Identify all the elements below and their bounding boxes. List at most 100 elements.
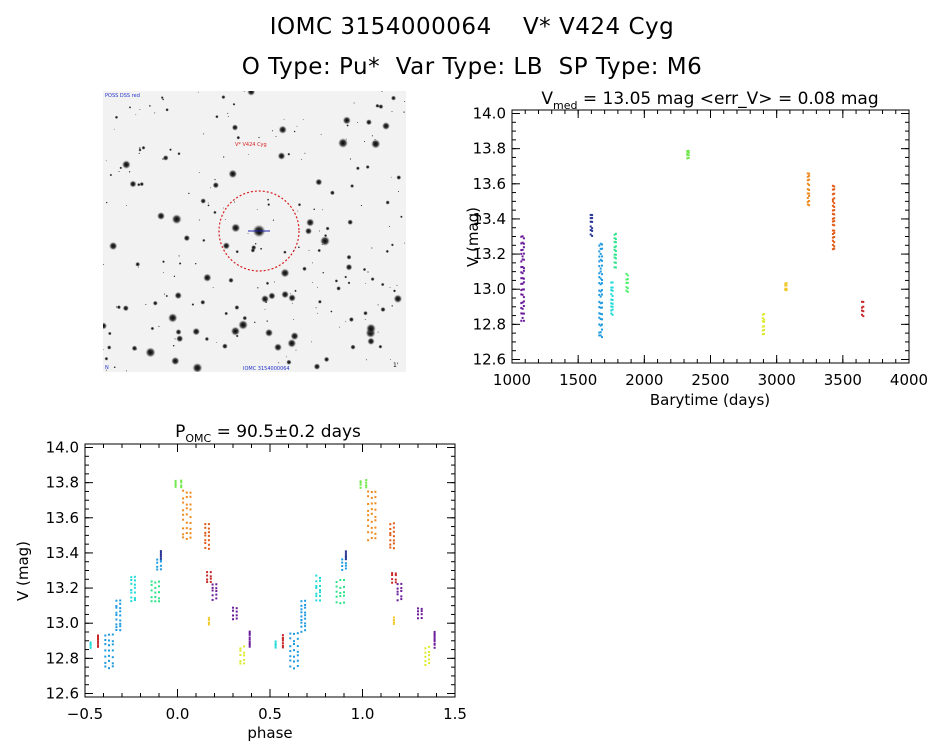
data-point	[159, 553, 162, 556]
data-point	[601, 255, 603, 258]
sky-star	[397, 190, 400, 193]
data-point	[522, 281, 525, 284]
data-point	[686, 150, 689, 152]
sky-star	[371, 247, 373, 249]
data-point	[174, 481, 177, 484]
data-point	[189, 516, 192, 519]
sky-bright-star	[320, 236, 330, 246]
data-point	[274, 646, 277, 649]
data-point	[784, 288, 787, 291]
data-point	[159, 551, 162, 554]
data-point	[601, 264, 603, 267]
data-point	[614, 253, 617, 256]
sky-star	[353, 102, 355, 104]
sky-star	[122, 305, 129, 312]
series-t1760	[610, 281, 614, 316]
sky-star	[362, 267, 367, 272]
sky-star	[222, 156, 225, 158]
data-point	[174, 485, 177, 488]
data-point	[207, 623, 210, 626]
data-point	[601, 301, 603, 304]
data-point	[89, 643, 92, 645]
data-point	[598, 282, 601, 285]
data-point	[831, 193, 834, 196]
sky-star	[313, 363, 321, 370]
data-point	[610, 312, 613, 315]
data-point	[520, 307, 523, 309]
data-point	[304, 611, 307, 614]
phase-curve-points	[89, 479, 436, 670]
data-point	[97, 638, 99, 641]
data-point	[520, 293, 523, 296]
data-point	[367, 514, 370, 517]
data-point	[235, 610, 238, 613]
data-point	[611, 298, 614, 301]
data-point	[862, 315, 865, 318]
sky-star	[212, 286, 214, 288]
data-point	[104, 655, 107, 658]
data-point	[599, 290, 602, 293]
data-point	[761, 329, 764, 332]
data-point	[304, 606, 307, 609]
data-point	[761, 313, 764, 316]
data-point	[315, 592, 318, 595]
data-point	[304, 622, 307, 625]
sky-star	[329, 190, 335, 196]
data-point	[392, 539, 395, 542]
sky-star	[176, 335, 184, 343]
sky-star	[339, 326, 341, 328]
data-point	[522, 288, 525, 291]
data-point	[598, 316, 601, 319]
data-point	[115, 606, 118, 609]
sky-star	[266, 320, 269, 323]
data-point	[522, 269, 525, 272]
data-point	[598, 331, 601, 334]
light-curve-xlabel: Barytime (days)	[650, 391, 770, 409]
sky-star	[320, 133, 322, 136]
data-point	[806, 188, 809, 191]
data-point	[601, 313, 603, 316]
sky-star	[187, 192, 190, 195]
data-point	[300, 619, 303, 621]
sky-star	[288, 294, 296, 302]
data-point	[831, 198, 834, 201]
data-point	[300, 611, 303, 614]
sky-star	[172, 344, 175, 347]
data-point	[610, 309, 613, 312]
phase-curve-ticks: −0.5 0.0 0.5 1.0 1.5 12.6 12.8 13.0 13.2 13.4 13.6…	[46, 439, 467, 723]
data-point	[111, 633, 114, 636]
sky-star	[346, 254, 352, 260]
sky-star	[380, 282, 385, 287]
sky-star	[103, 348, 104, 351]
data-point	[614, 257, 617, 260]
data-point	[521, 307, 524, 310]
sky-star	[215, 341, 217, 343]
sky-star	[138, 148, 142, 152]
data-point	[591, 234, 594, 237]
data-point	[97, 644, 99, 647]
sky-star	[109, 241, 118, 251]
data-point	[209, 575, 212, 578]
data-point	[601, 273, 603, 276]
data-point	[520, 249, 523, 252]
data-point	[156, 558, 159, 561]
data-point	[289, 645, 292, 648]
data-point	[159, 558, 162, 561]
data-point	[521, 316, 524, 319]
data-point	[806, 172, 809, 175]
sky-star	[191, 303, 195, 306]
sky-star	[167, 313, 178, 323]
data-point	[520, 242, 523, 245]
data-point	[154, 581, 157, 584]
data-point	[400, 590, 403, 592]
series-p1.31	[417, 607, 423, 620]
data-point	[392, 547, 395, 550]
data-point	[344, 567, 347, 570]
data-point	[243, 651, 246, 654]
data-point	[204, 534, 207, 537]
sky-star	[162, 158, 164, 160]
sky-star	[174, 291, 182, 300]
sky-star	[231, 223, 241, 233]
light-curve-ylabel: V (mag)	[464, 207, 482, 267]
data-point	[831, 184, 834, 187]
